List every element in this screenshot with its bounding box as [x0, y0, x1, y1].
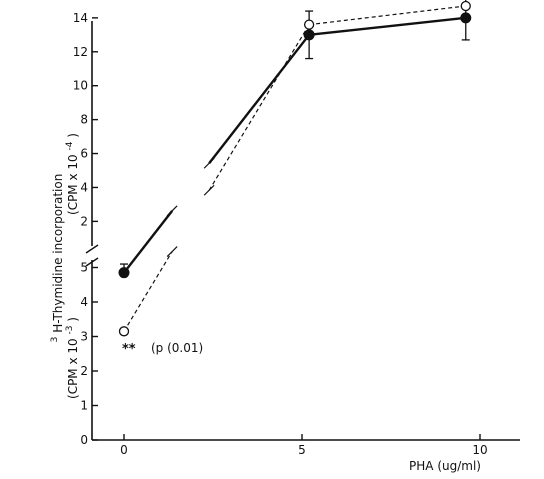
y-tick-label-lower: 5 — [80, 261, 88, 275]
y-axis-label-main: H-Thymidine incorporation — [51, 174, 65, 333]
series-line-segment — [308, 16, 466, 37]
series-filled-circle — [118, 0, 472, 279]
y-axis-upper-unit-close: ) — [66, 133, 80, 138]
data-point-filled — [460, 12, 472, 24]
y-axis-label: 3 H-Thymidine incorporation — [46, 174, 65, 343]
series-break-mark — [166, 205, 178, 217]
x-axis-label: PHA (ug/ml) — [409, 459, 481, 473]
data-point-open — [118, 326, 130, 337]
y-tick-label-upper: 10 — [73, 79, 88, 93]
series-line-segment — [309, 5, 466, 26]
y-tick-label-lower: 2 — [80, 364, 88, 378]
axes — [85, 21, 520, 441]
y-axis-label-group: 3 H-Thymidine incorporation (CPM x 10 -4… — [46, 133, 80, 399]
x-tick-label: 5 — [298, 443, 306, 457]
y-tick-label-upper: 2 — [80, 214, 88, 228]
series-line-segment — [208, 34, 311, 164]
data-point-open — [303, 19, 315, 30]
y-axis-upper-unit-exp: -4 — [65, 141, 75, 150]
y-tick-label-upper: 8 — [80, 113, 88, 127]
series-break-mark — [203, 157, 215, 169]
x-tick-label: 0 — [120, 443, 128, 457]
y-axis-lower-unit-close: ) — [66, 317, 80, 322]
y-tick-label-upper: 4 — [80, 180, 88, 194]
y-axis-upper-unit-base: (CPM x 10 — [66, 154, 80, 215]
x-tick-label: 10 — [472, 443, 487, 457]
series-open-circle — [118, 0, 471, 337]
data-point-open — [460, 0, 471, 12]
y-axis-label-superscript: 3 — [50, 337, 60, 343]
y-tick-label-lower: 4 — [80, 295, 88, 309]
series-break-mark — [203, 184, 215, 196]
data-point-filled — [118, 267, 130, 279]
y-tick-label-upper: 14 — [73, 11, 88, 25]
y-axis-break-mark — [85, 244, 99, 254]
y-tick-label-lower: 0 — [80, 433, 88, 447]
y-tick-label-lower: 1 — [80, 399, 88, 413]
y-axis-lower-unit: (CPM x 10 -3 ) — [61, 317, 80, 399]
series-line-segment — [123, 251, 173, 332]
series-line-segment — [208, 24, 310, 191]
y-axis-upper-unit: (CPM x 10 -4 ) — [61, 133, 80, 215]
y-axis-lower-unit-base: (CPM x 10 — [66, 338, 80, 399]
significance-text: (p (0.01) — [151, 341, 203, 355]
y-tick-label-upper: 12 — [73, 45, 88, 59]
y-tick-label-upper: 6 — [80, 147, 88, 161]
series-break-mark — [166, 246, 178, 258]
series-line-segment — [123, 210, 174, 274]
significance-stars: ** — [122, 342, 136, 357]
y-tick-label-lower: 3 — [80, 330, 88, 344]
y-axis-break-mark — [85, 257, 99, 267]
y-axis-lower-unit-exp: -3 — [65, 326, 75, 335]
data-point-filled — [303, 29, 315, 41]
series-group — [118, 0, 472, 337]
